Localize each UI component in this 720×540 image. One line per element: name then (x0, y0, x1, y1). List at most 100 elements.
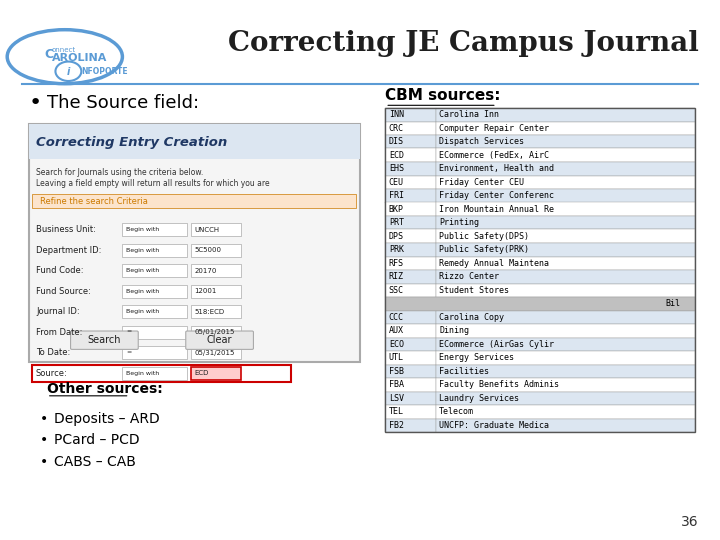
Text: The Source field:: The Source field: (47, 93, 199, 112)
Text: ECommerce (AirGas Cylir: ECommerce (AirGas Cylir (439, 340, 554, 349)
Text: Begin with: Begin with (126, 268, 159, 273)
FancyBboxPatch shape (385, 108, 436, 122)
Text: Search: Search (88, 335, 121, 345)
FancyBboxPatch shape (191, 223, 241, 236)
Text: Remedy Annual Maintena: Remedy Annual Maintena (439, 259, 549, 268)
Text: Iron Mountain Annual Re: Iron Mountain Annual Re (439, 205, 554, 214)
FancyBboxPatch shape (436, 392, 695, 405)
FancyBboxPatch shape (436, 189, 695, 202)
Text: ECO: ECO (389, 340, 404, 349)
Text: Other sources:: Other sources: (47, 382, 163, 396)
FancyBboxPatch shape (191, 285, 241, 298)
Text: ECommerce (FedEx, AirC: ECommerce (FedEx, AirC (439, 151, 549, 160)
FancyBboxPatch shape (32, 194, 356, 208)
FancyBboxPatch shape (436, 202, 695, 216)
Text: Dining: Dining (439, 326, 469, 335)
Text: •: • (40, 433, 48, 447)
FancyBboxPatch shape (436, 418, 695, 432)
FancyBboxPatch shape (436, 284, 695, 297)
FancyBboxPatch shape (385, 310, 436, 324)
FancyBboxPatch shape (385, 351, 436, 364)
Text: Faculty Benefits Adminis: Faculty Benefits Adminis (439, 380, 559, 389)
Text: NFOPORTE: NFOPORTE (81, 67, 128, 76)
Text: PCard – PCD: PCard – PCD (54, 433, 140, 447)
FancyBboxPatch shape (385, 392, 436, 405)
Text: Department ID:: Department ID: (36, 246, 102, 254)
FancyBboxPatch shape (71, 331, 138, 349)
Text: Energy Services: Energy Services (439, 353, 514, 362)
Text: i: i (67, 67, 70, 77)
Text: Leaving a field empty will return all results for which you are: Leaving a field empty will return all re… (36, 179, 269, 188)
Text: Source:: Source: (36, 369, 68, 377)
Text: Computer Repair Center: Computer Repair Center (439, 124, 549, 133)
Text: FB2: FB2 (389, 421, 404, 430)
Text: PRT: PRT (389, 218, 404, 227)
Text: 05/31/2015: 05/31/2015 (194, 349, 235, 356)
Text: Begin with: Begin with (126, 370, 159, 376)
FancyBboxPatch shape (436, 176, 695, 189)
Text: Rizzo Center: Rizzo Center (439, 272, 499, 281)
FancyBboxPatch shape (186, 331, 253, 349)
Text: Friday Center Conferenc: Friday Center Conferenc (439, 191, 554, 200)
FancyBboxPatch shape (436, 256, 695, 270)
Text: From Date:: From Date: (36, 328, 82, 336)
Text: CBM sources:: CBM sources: (385, 87, 500, 103)
Text: Deposits – ARD: Deposits – ARD (54, 411, 160, 426)
Text: Friday Center CEU: Friday Center CEU (439, 178, 524, 187)
Text: onnect: onnect (52, 46, 76, 53)
Text: •: • (29, 92, 42, 113)
Text: Journal ID:: Journal ID: (36, 307, 80, 316)
Text: CABS – CAB: CABS – CAB (54, 455, 136, 469)
FancyBboxPatch shape (191, 367, 241, 380)
Text: RFS: RFS (389, 259, 404, 268)
FancyBboxPatch shape (385, 418, 436, 432)
FancyBboxPatch shape (122, 326, 187, 339)
FancyBboxPatch shape (122, 223, 187, 236)
Text: Public Safety(PRK): Public Safety(PRK) (439, 245, 529, 254)
FancyBboxPatch shape (191, 305, 241, 318)
Text: Search for Journals using the criteria below.: Search for Journals using the criteria b… (36, 168, 203, 177)
FancyBboxPatch shape (122, 244, 187, 256)
FancyBboxPatch shape (191, 244, 241, 256)
Text: Carolina Inn: Carolina Inn (439, 110, 499, 119)
Text: RIZ: RIZ (389, 272, 404, 281)
Text: EHS: EHS (389, 164, 404, 173)
FancyBboxPatch shape (436, 324, 695, 338)
FancyBboxPatch shape (385, 297, 695, 310)
Text: 36: 36 (681, 515, 698, 529)
Text: Public Safety(DPS): Public Safety(DPS) (439, 232, 529, 241)
Text: ECD: ECD (389, 151, 404, 160)
FancyBboxPatch shape (436, 230, 695, 243)
Text: 05/01/2015: 05/01/2015 (194, 329, 235, 335)
FancyBboxPatch shape (385, 243, 436, 256)
Text: AROLINA: AROLINA (52, 53, 107, 63)
Text: BKP: BKP (389, 205, 404, 214)
FancyBboxPatch shape (436, 378, 695, 392)
FancyBboxPatch shape (385, 270, 436, 284)
FancyBboxPatch shape (191, 264, 241, 277)
Text: UTL: UTL (389, 353, 404, 362)
Text: Begin with: Begin with (126, 309, 159, 314)
FancyBboxPatch shape (385, 148, 436, 162)
FancyBboxPatch shape (385, 364, 436, 378)
FancyBboxPatch shape (436, 405, 695, 418)
Text: Fund Source:: Fund Source: (36, 287, 91, 295)
FancyBboxPatch shape (436, 122, 695, 135)
FancyBboxPatch shape (436, 243, 695, 256)
Text: Telecom: Telecom (439, 407, 474, 416)
FancyBboxPatch shape (385, 122, 436, 135)
Text: 518:ECD: 518:ECD (194, 308, 225, 315)
FancyBboxPatch shape (122, 285, 187, 298)
Text: TEL: TEL (389, 407, 404, 416)
FancyBboxPatch shape (385, 216, 436, 229)
FancyBboxPatch shape (436, 364, 695, 378)
Text: Clear: Clear (207, 335, 233, 345)
Text: To Date:: To Date: (36, 348, 71, 357)
Text: 20170: 20170 (194, 267, 217, 274)
FancyBboxPatch shape (436, 108, 695, 122)
Text: Printing: Printing (439, 218, 480, 227)
Text: PRK: PRK (389, 245, 404, 254)
FancyBboxPatch shape (385, 189, 436, 202)
FancyBboxPatch shape (385, 162, 436, 176)
Text: SSC: SSC (389, 286, 404, 295)
